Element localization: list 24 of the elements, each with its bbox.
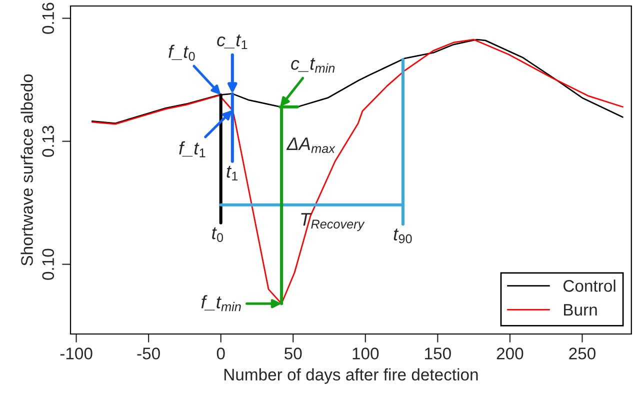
x-tick-label: 150 <box>425 348 451 360</box>
x-tick-label: 200 <box>496 348 524 360</box>
y-tick-label: 0.10 <box>42 248 54 280</box>
annotation: t$_{1}$ <box>226 166 238 180</box>
annotation: c_t$_{1}$ <box>217 34 248 50</box>
x-axis-title: Number of days after fire detection <box>224 368 478 384</box>
annotation: f_t$_{min}$ <box>201 295 241 312</box>
annotation: t$_{0}$ <box>212 227 224 242</box>
y-axis-title: Shortwave surface albedo <box>20 74 33 266</box>
legend-label: Burn <box>564 304 597 316</box>
annotation: t$_{90}$ <box>394 228 412 244</box>
y-tick-label: 0.13 <box>42 126 54 157</box>
x-tick-label: -100 <box>60 348 92 360</box>
x-tick-label: -50 <box>137 348 160 360</box>
x-tick-label: 100 <box>352 348 379 360</box>
x-tick-label: 0 <box>216 348 225 360</box>
x-tick-label: 250 <box>569 348 596 360</box>
legend-label: Control <box>564 280 616 292</box>
annotation: ΔA$_{max}$ <box>286 138 336 154</box>
annotation: c_t$_{min}$ <box>291 58 335 73</box>
y-tick-label: 0.16 <box>42 2 54 34</box>
x-tick-label: 50 <box>284 348 302 360</box>
annotation: f_t$_{1}$ <box>179 141 206 158</box>
annotation: f_t$_{0}$ <box>168 44 195 61</box>
